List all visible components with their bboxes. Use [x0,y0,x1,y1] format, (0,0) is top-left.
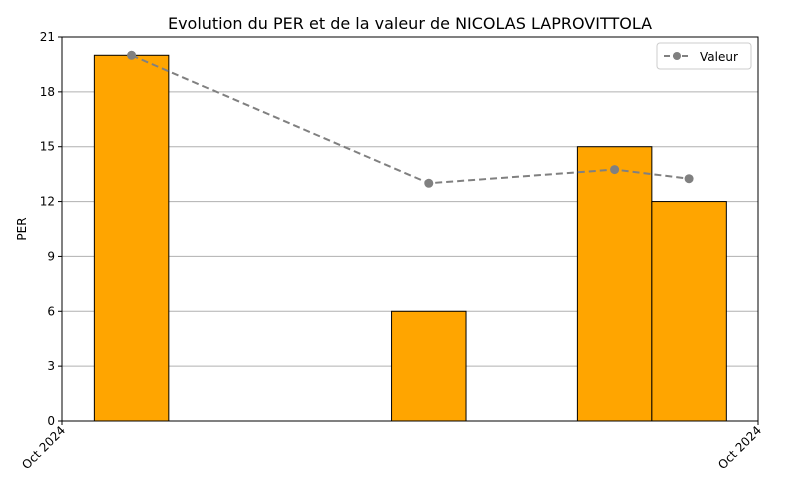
valeur-point-3 [684,174,694,184]
y-ticks: 0 3 6 9 12 15 18 21 [40,30,62,428]
legend-label: Valeur [700,50,738,64]
x-tick-label-0: Oct 2024 [19,423,68,472]
y-tick-label-5: 15 [40,140,55,154]
y-tick-label-7: 21 [40,30,55,44]
valeur-point-1 [424,178,434,188]
axes [61,36,759,422]
y-axis-label: PER [15,217,29,240]
legend-box [656,42,752,70]
bar-1 [391,310,467,422]
x-ticks: Oct 2024 Oct 2024 [19,421,764,472]
valeur-point-2 [610,165,620,175]
y-tick-label-6: 18 [40,85,55,99]
y-tick-label-1: 3 [47,359,55,373]
bar-2 [576,146,653,422]
y-tick-label-2: 6 [47,304,55,318]
y-tick-label-4: 12 [40,195,55,209]
plot-frame [61,36,759,422]
y-tick-label-0: 0 [47,414,55,428]
legend-marker-swatch [673,52,681,60]
chart-title: Evolution du PER et de la valeur de NICO… [168,14,652,33]
y-tick-label-3: 9 [47,249,55,263]
bars [93,54,727,422]
bar-0 [93,54,170,422]
valeur-point-0 [127,50,137,60]
x-tick-label-1: Oct 2024 [715,423,764,472]
legend: Valeur [656,42,752,70]
bar-3 [651,201,727,422]
valeur-series [127,50,694,188]
